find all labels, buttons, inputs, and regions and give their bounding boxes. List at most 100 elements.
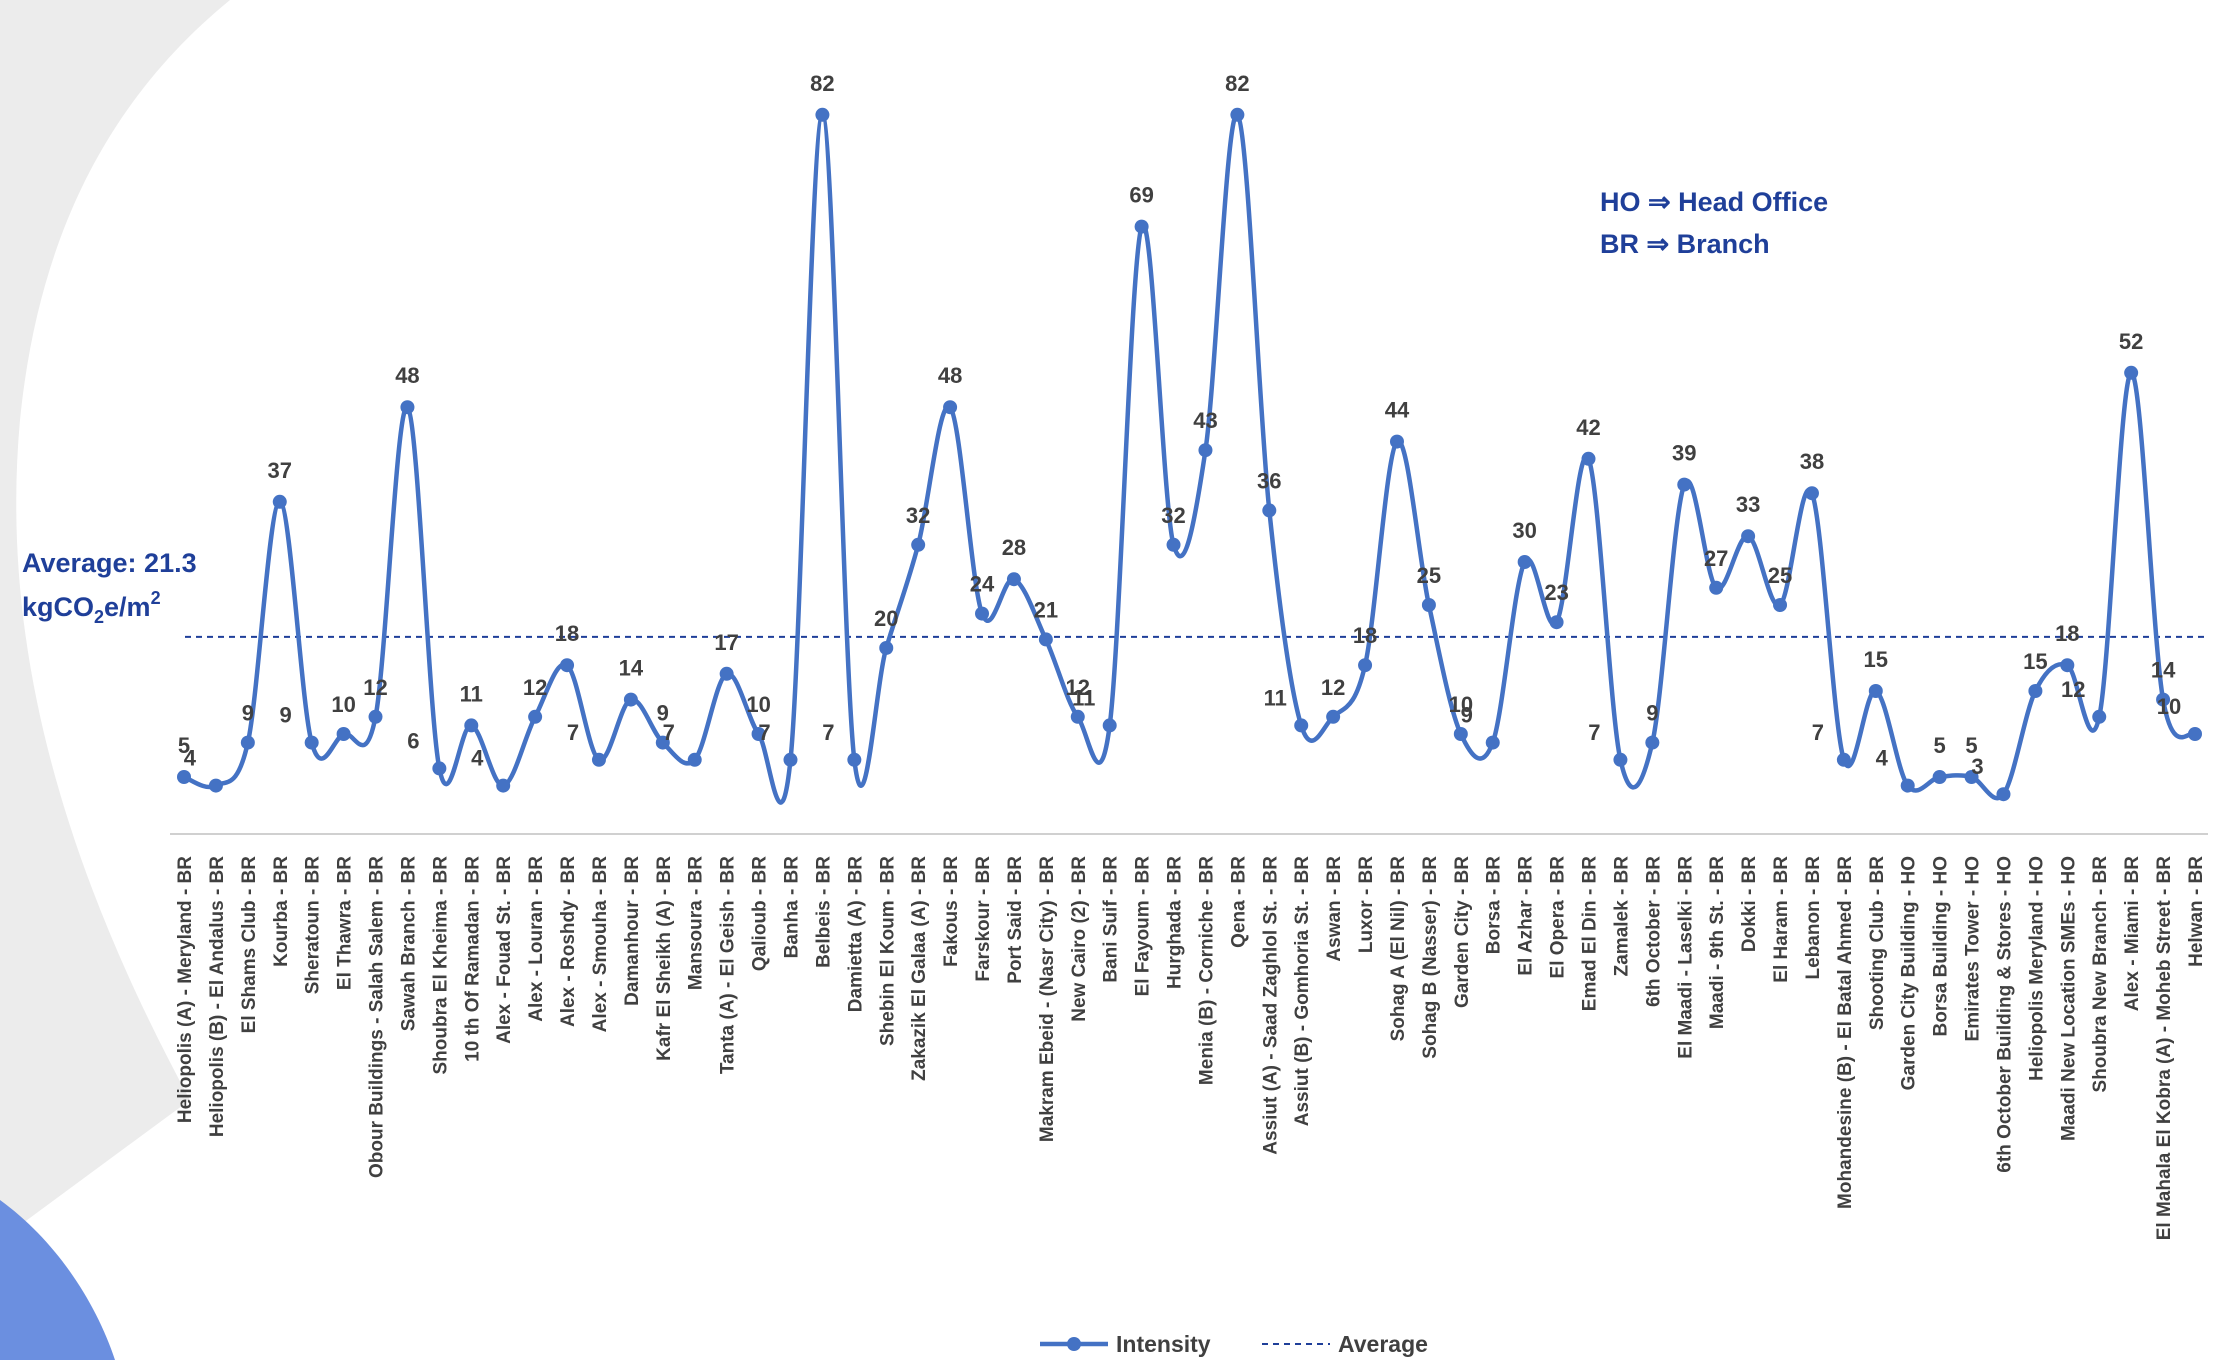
data-point	[368, 709, 383, 724]
category-label: El Fayoum - BR	[1133, 856, 1154, 997]
data-label: 7	[663, 720, 675, 745]
intensity-series-line	[183, 112, 2197, 805]
data-point	[1326, 709, 1341, 724]
category-label: El Shams Club - BR	[239, 856, 260, 1034]
data-label: 5	[1934, 733, 1946, 758]
data-label: 27	[1704, 546, 1728, 571]
category-label: Alex - Smouha - BR	[590, 856, 611, 1033]
data-label: 10	[1449, 692, 1473, 717]
data-point	[591, 752, 606, 767]
category-label: Sheratoun - BR	[303, 856, 324, 995]
category-label: Garden City - BR	[1452, 856, 1473, 1008]
data-label: 3	[1971, 754, 1983, 779]
data-point	[879, 641, 894, 655]
category-label: Aswan - BR	[1324, 856, 1345, 962]
data-label: 18	[555, 621, 579, 646]
category-label: Damietta (A) - BR	[845, 856, 866, 1013]
data-point	[1453, 727, 1468, 741]
category-label: Qena - BR	[1228, 856, 1249, 948]
data-label: 7	[1812, 720, 1824, 745]
category-label: Luxor - BR	[1356, 856, 1377, 953]
data-point	[1645, 735, 1660, 750]
category-label: El Mahala El Kobra (A) - Moheb Street - …	[2154, 856, 2175, 1241]
data-point	[1613, 752, 1628, 767]
data-label: 48	[395, 363, 419, 388]
category-label: Assiut (B) - Gomhoria St. - BR	[1292, 856, 1313, 1127]
category-label: Sohag B (Nasser) - BR	[1420, 856, 1441, 1059]
data-label: 6	[407, 728, 419, 753]
category-label: Alex - Fouad St. - BR	[494, 856, 515, 1044]
category-label: Borsa - BR	[1484, 856, 1505, 954]
data-point	[1900, 778, 1915, 793]
data-point	[240, 735, 255, 750]
data-point	[1836, 752, 1851, 767]
category-labels: Heliopolis (A) - Meryland - BR Heliopolis…	[175, 856, 2207, 1241]
data-point	[1102, 718, 1117, 733]
data-point	[177, 770, 191, 784]
data-point	[208, 778, 223, 793]
data-point	[1677, 477, 1692, 492]
data-label: 15	[2023, 649, 2047, 674]
data-point	[1549, 615, 1564, 630]
category-label: Farskour - BR	[973, 856, 994, 982]
data-point	[2092, 709, 2107, 724]
category-label: Alex - Louran - BR	[526, 856, 547, 1022]
category-label: 6th October - BR	[1643, 856, 1664, 1007]
data-label: 30	[1512, 518, 1536, 543]
data-label: 25	[1768, 563, 1792, 588]
data-point	[1996, 787, 2011, 802]
data-point	[1581, 451, 1596, 466]
data-label: 18	[1353, 623, 1377, 648]
category-label: Heliopolis Meryland - HO	[2026, 856, 2047, 1081]
data-point	[1773, 598, 1788, 612]
data-label: 5	[1965, 733, 1977, 758]
data-label: 28	[1002, 535, 1026, 560]
data-label: 12	[523, 675, 547, 700]
data-label: 12	[1066, 675, 1090, 700]
data-point	[687, 752, 702, 767]
category-label: Alex - Miami - BR	[2122, 856, 2143, 1011]
category-label: Shoubra El Kheima - BR	[430, 856, 451, 1075]
data-label: 7	[758, 720, 770, 745]
category-label: 6th October Building & Stores - HO	[1994, 856, 2015, 1173]
data-point	[336, 727, 351, 741]
data-point	[719, 666, 734, 681]
data-label: 4	[471, 746, 484, 771]
data-label: 15	[1864, 647, 1888, 672]
category-label: Shebin El Koum - BR	[877, 856, 898, 1046]
data-point	[1166, 537, 1181, 552]
data-label: 18	[2055, 621, 2079, 646]
category-label: Shooting Club - BR	[1867, 856, 1888, 1030]
average-label: Average: 21.3	[22, 548, 197, 578]
category-label: New Cairo (2) - BR	[1069, 856, 1090, 1022]
category-label: Kourba - BR	[271, 856, 292, 967]
data-label: 11	[1072, 685, 1095, 710]
data-label: 32	[1161, 503, 1185, 528]
data-label: 10	[746, 692, 770, 717]
category-label: Tanta (A) - El Geish - BR	[718, 856, 739, 1074]
data-point	[1868, 684, 1883, 698]
data-point	[272, 494, 287, 509]
data-label: 21	[1034, 597, 1058, 622]
data-point	[655, 735, 670, 750]
category-label: Lebanon - BR	[1803, 856, 1824, 980]
data-label: 32	[906, 503, 930, 528]
legend-average-label: Average	[1338, 1331, 1428, 1357]
data-point	[1804, 486, 1819, 501]
data-point	[1294, 718, 1309, 733]
data-label: 14	[2151, 658, 2176, 683]
category-label: El Thawra - BR	[335, 856, 356, 990]
category-label: Kafr El Sheikh (A) - BR	[654, 856, 675, 1061]
data-label: 82	[810, 71, 834, 96]
data-label: 7	[822, 720, 834, 745]
data-label: 12	[2061, 677, 2085, 702]
category-label: Hurghada - BR	[1165, 856, 1186, 989]
category-label: Maadi - 9th St. - BR	[1707, 856, 1728, 1029]
data-point	[975, 606, 990, 621]
category-label: Assiut (A) - Saad Zaghlol St. - BR	[1260, 856, 1281, 1155]
category-label: Banha - BR	[781, 856, 802, 959]
data-label: 9	[1646, 701, 1658, 726]
data-point	[560, 658, 575, 673]
data-label: 5	[178, 733, 190, 758]
